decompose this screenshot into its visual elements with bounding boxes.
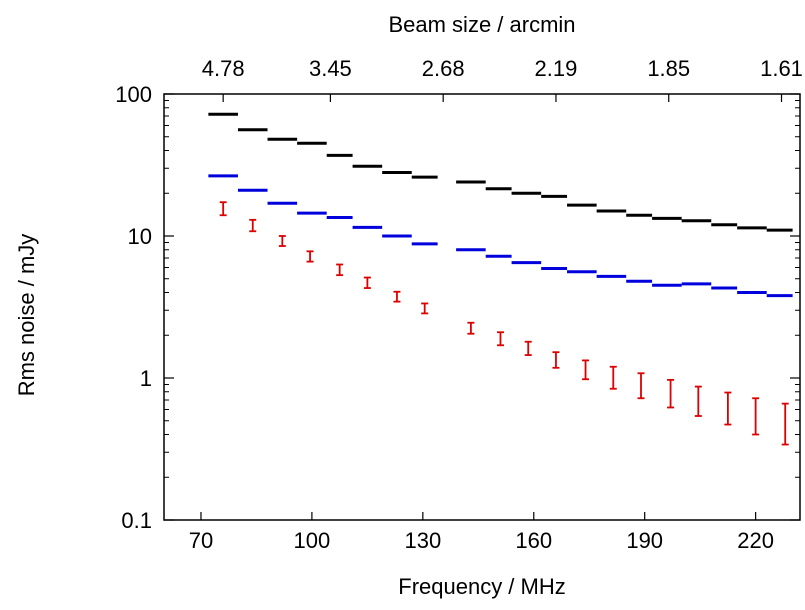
top-tick-label: 1.85 — [647, 56, 690, 81]
y-tick-label: 1 — [140, 366, 152, 391]
y-axis-title: Rms noise / mJy — [14, 234, 39, 397]
axis-ticks: 70 100 130 160 190 220 0.1 1 10 100 4.78 3.45 2.68 2.… — [115, 56, 803, 553]
top-tick-label: 4.78 — [202, 56, 245, 81]
x-tick-label: 130 — [404, 528, 441, 553]
plot-frame — [163, 93, 801, 521]
x-tick-label: 160 — [515, 528, 552, 553]
x-tick-label: 220 — [737, 528, 774, 553]
data-marks — [208, 112, 793, 446]
top-axis-title: Beam size / arcmin — [388, 12, 575, 37]
x-tick-label: 100 — [294, 528, 331, 553]
x-tick-label: 70 — [189, 528, 213, 553]
top-tick-label: 2.68 — [422, 56, 465, 81]
top-tick-label: 3.45 — [309, 56, 352, 81]
x-axis-title: Frequency / MHz — [398, 574, 566, 599]
top-tick-label: 2.19 — [535, 56, 578, 81]
x-tick-label: 190 — [626, 528, 663, 553]
y-tick-label: 100 — [115, 82, 152, 107]
y-tick-label: 0.1 — [121, 508, 152, 533]
top-tick-label: 1.61 — [760, 56, 803, 81]
y-tick-label: 10 — [128, 224, 152, 249]
